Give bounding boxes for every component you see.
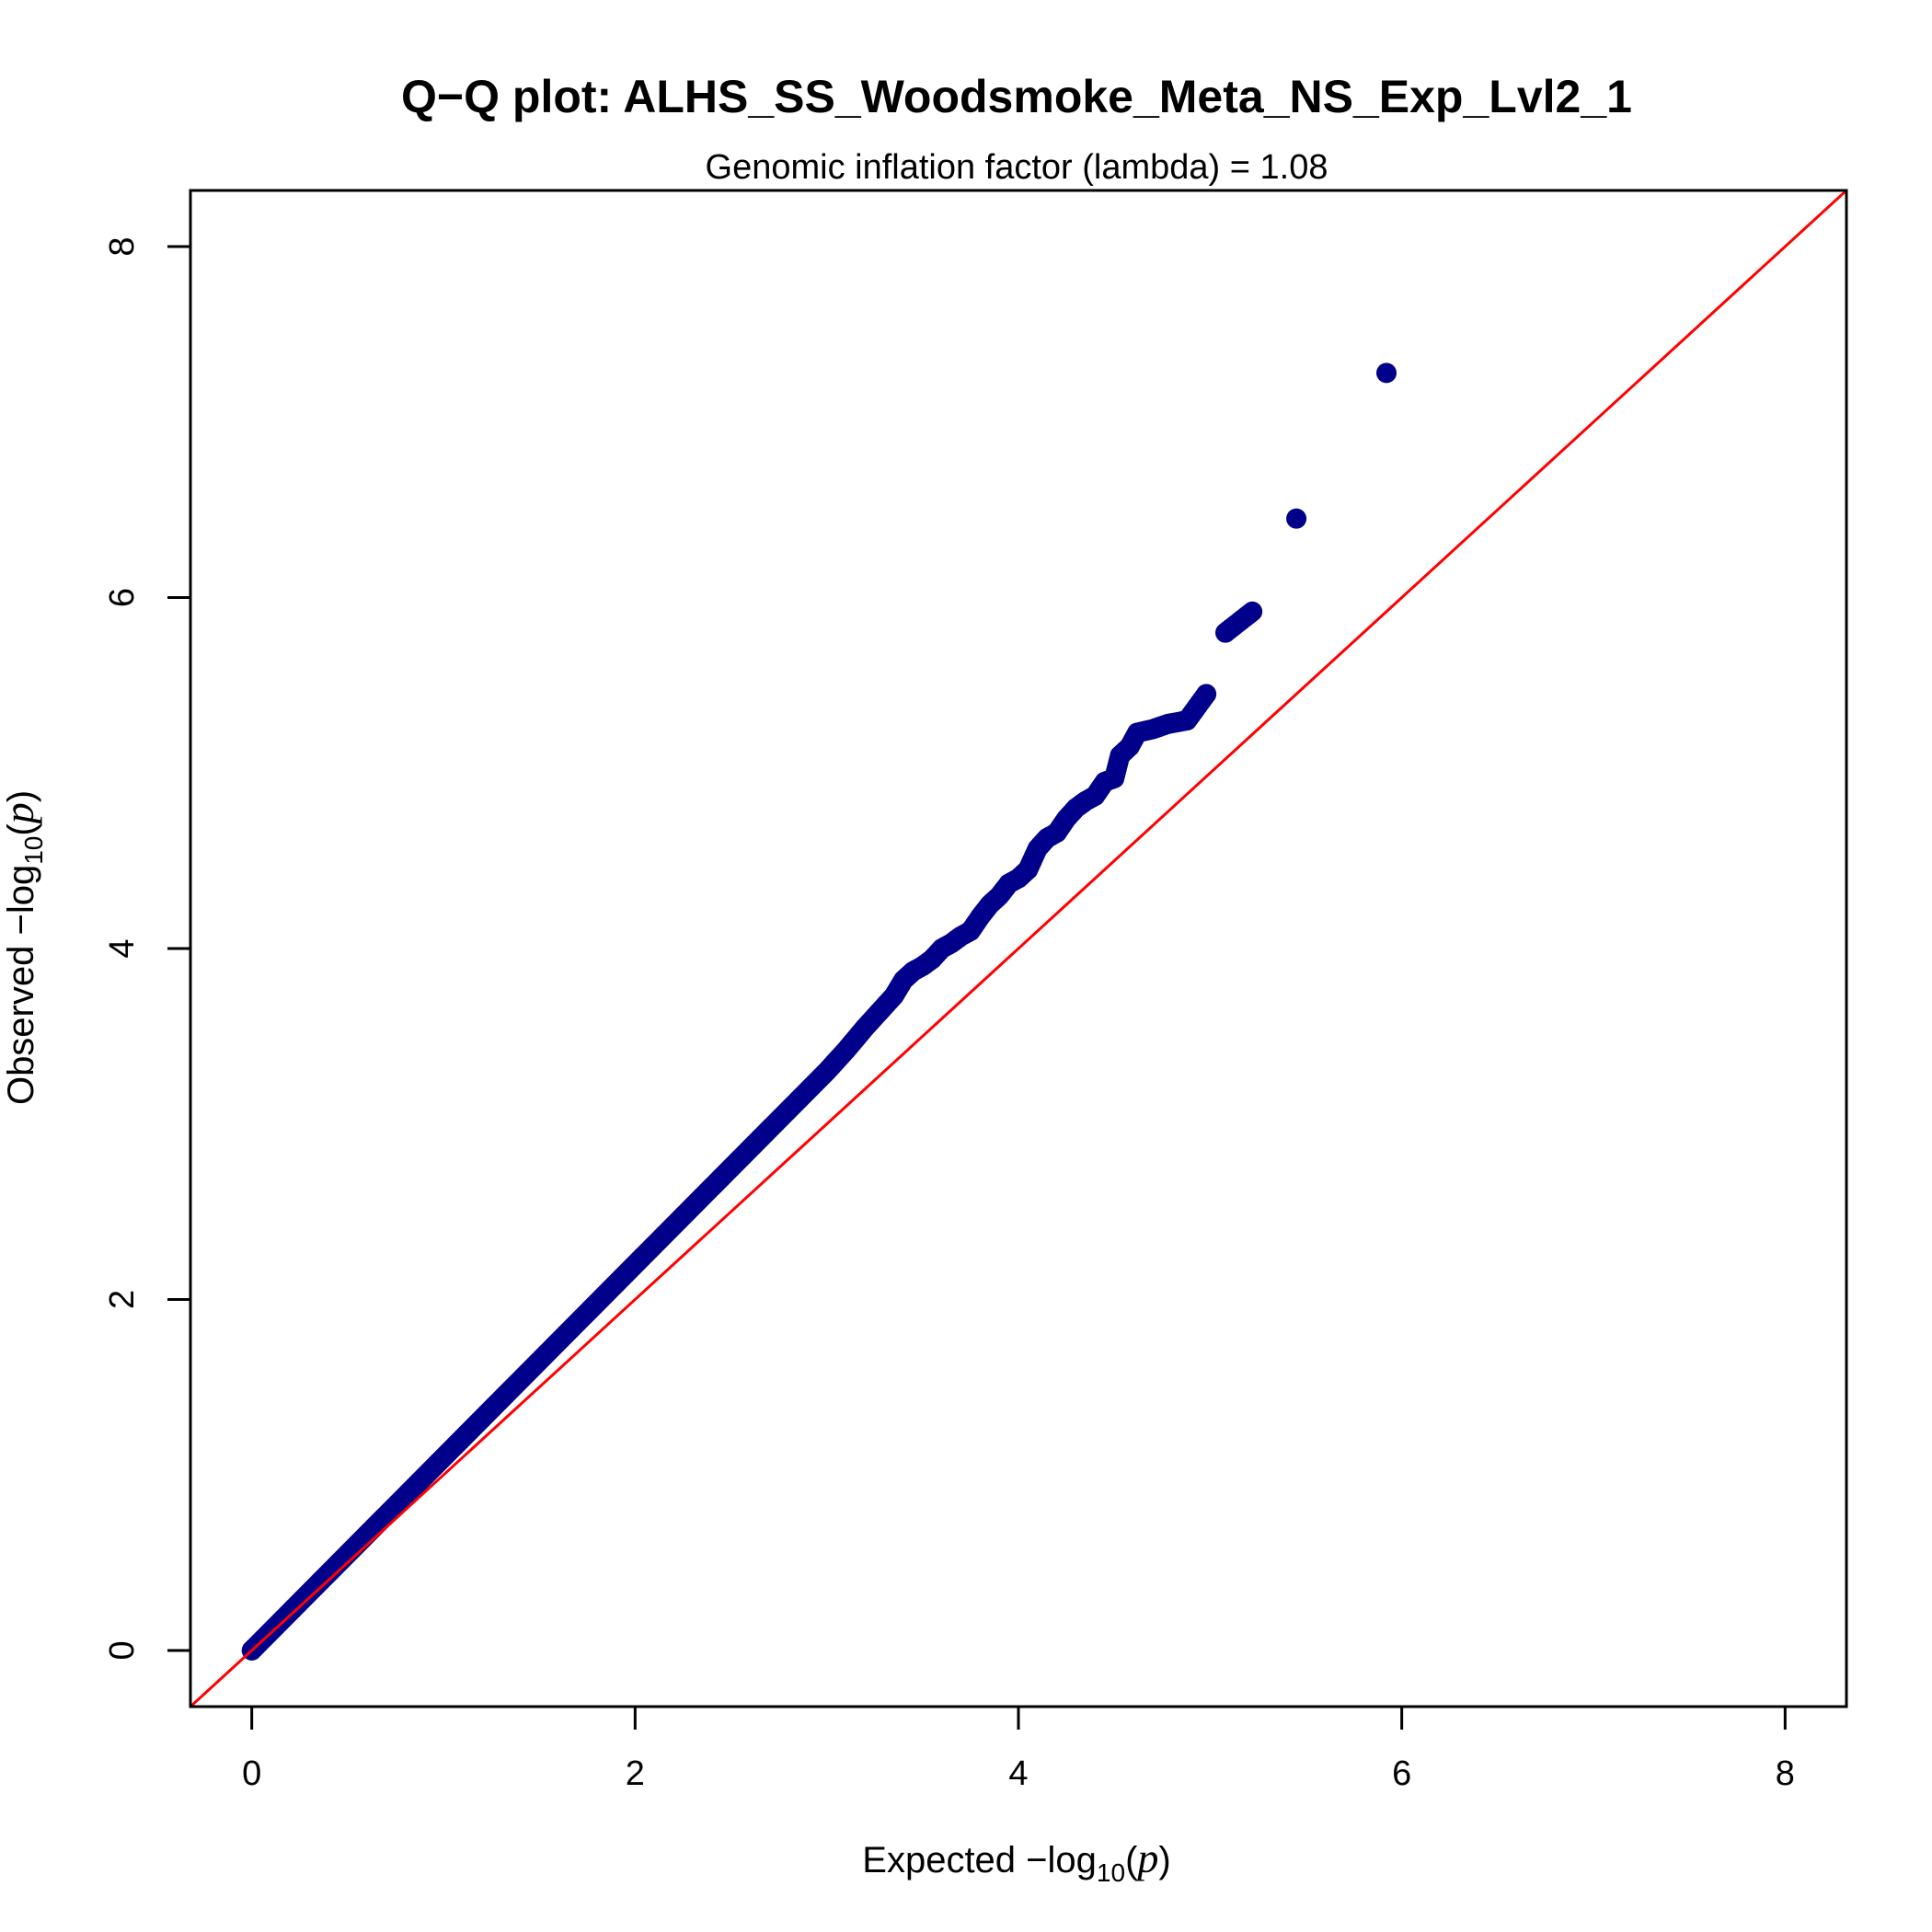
chart-title: Q−Q plot: ALHS_SS_Woodsmoke_Meta_NS_Exp_… xyxy=(401,71,1632,122)
x-tick-label: 0 xyxy=(242,1754,261,1793)
y-tick-label: 8 xyxy=(103,236,142,256)
x-axis-label-prefix: Expected −log xyxy=(862,1840,1097,1880)
y-tick-label: 6 xyxy=(103,588,142,607)
data-point xyxy=(1286,508,1307,529)
x-axis-label-var: p xyxy=(1134,1834,1158,1881)
x-tick-label: 6 xyxy=(1392,1754,1411,1793)
y-tick-label: 2 xyxy=(103,1290,142,1309)
chart-subtitle: Genomic inflation factor (lambda) = 1.08 xyxy=(706,148,1328,187)
x-tick-label: 8 xyxy=(1776,1754,1795,1793)
y-axis-label-prefix: Observed −log xyxy=(1,865,41,1105)
y-tick-label: 4 xyxy=(103,938,142,958)
x-tick-label: 2 xyxy=(626,1754,645,1793)
data-point xyxy=(1196,684,1217,705)
x-axis: 0 2 4 6 8 xyxy=(242,1705,1795,1793)
y-axis-label-close: ) xyxy=(1,790,41,802)
x-axis-label: Expected −log10(p) xyxy=(862,1834,1170,1887)
data-point xyxy=(1376,362,1397,384)
x-axis-label-close: ) xyxy=(1158,1840,1170,1880)
y-axis-label: Observed −log10(p) xyxy=(0,790,48,1105)
x-tick-label: 4 xyxy=(1008,1754,1028,1793)
y-tick-label: 0 xyxy=(103,1640,142,1660)
y-axis: 0 2 4 6 8 xyxy=(103,236,192,1661)
x-axis-label-open: ( xyxy=(1125,1840,1138,1880)
y-axis-label-open: ( xyxy=(1,823,41,836)
x-axis-label-subscript: 10 xyxy=(1097,1858,1125,1887)
data-point xyxy=(1242,601,1263,622)
reference-line xyxy=(190,190,1846,1707)
y-axis-label-var: p xyxy=(0,802,42,826)
y-axis-label-subscript: 10 xyxy=(19,836,48,865)
data-points xyxy=(241,362,1397,1661)
